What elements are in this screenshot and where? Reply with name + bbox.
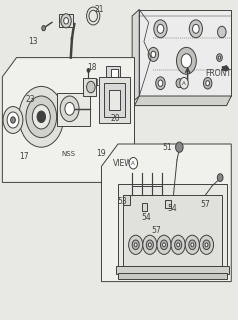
Text: 18: 18 <box>87 63 97 72</box>
Circle shape <box>129 157 138 169</box>
Bar <box>57 93 90 126</box>
Circle shape <box>146 240 153 250</box>
Bar <box>99 77 130 123</box>
Circle shape <box>176 79 183 88</box>
Bar <box>116 266 229 274</box>
Bar <box>142 203 148 211</box>
Circle shape <box>157 24 164 33</box>
Circle shape <box>157 235 171 254</box>
Circle shape <box>143 235 157 254</box>
Bar <box>111 69 118 77</box>
Circle shape <box>7 112 19 128</box>
Polygon shape <box>222 66 229 71</box>
Bar <box>118 273 227 279</box>
Circle shape <box>154 20 167 38</box>
Circle shape <box>26 96 57 138</box>
Circle shape <box>3 107 23 133</box>
Bar <box>109 90 120 110</box>
Bar <box>165 200 171 208</box>
Circle shape <box>171 235 185 254</box>
Circle shape <box>193 24 199 33</box>
Circle shape <box>205 243 208 247</box>
Circle shape <box>217 54 222 61</box>
Text: 13: 13 <box>28 37 38 46</box>
Circle shape <box>61 14 71 28</box>
Circle shape <box>177 243 180 247</box>
Circle shape <box>87 81 95 93</box>
Text: 23: 23 <box>26 95 35 104</box>
Text: 21: 21 <box>94 5 104 14</box>
Circle shape <box>19 86 64 147</box>
Bar <box>83 78 96 96</box>
Text: NSS: NSS <box>61 151 75 156</box>
Bar <box>59 14 73 27</box>
Circle shape <box>65 102 74 115</box>
Bar <box>123 195 222 266</box>
Circle shape <box>151 51 156 58</box>
Circle shape <box>42 26 45 31</box>
Text: 53: 53 <box>118 197 128 206</box>
Circle shape <box>134 243 137 247</box>
Circle shape <box>149 243 151 247</box>
Circle shape <box>199 235 213 254</box>
Text: 57: 57 <box>151 226 161 235</box>
Circle shape <box>177 47 196 74</box>
Text: 1: 1 <box>94 79 99 88</box>
Text: 54: 54 <box>167 204 177 212</box>
Circle shape <box>180 77 188 89</box>
Text: VIEW: VIEW <box>113 159 133 168</box>
Circle shape <box>37 111 45 123</box>
Text: 54: 54 <box>141 213 151 222</box>
Circle shape <box>60 96 79 122</box>
Circle shape <box>203 77 212 89</box>
Polygon shape <box>139 10 231 96</box>
Circle shape <box>87 68 90 72</box>
Text: 51: 51 <box>163 143 172 152</box>
Circle shape <box>64 18 69 24</box>
Bar <box>106 66 120 77</box>
Circle shape <box>185 235 199 254</box>
Circle shape <box>156 77 165 90</box>
Circle shape <box>191 243 194 247</box>
Polygon shape <box>2 58 134 182</box>
Polygon shape <box>132 10 139 102</box>
Text: 19: 19 <box>97 149 106 158</box>
Circle shape <box>176 142 183 152</box>
Circle shape <box>148 47 159 61</box>
Circle shape <box>181 54 192 68</box>
Text: 17: 17 <box>19 152 28 161</box>
Circle shape <box>217 174 223 181</box>
Circle shape <box>158 80 163 86</box>
Text: FRONT: FRONT <box>205 69 231 78</box>
Circle shape <box>11 117 15 123</box>
Text: A: A <box>182 81 186 86</box>
Circle shape <box>218 26 226 38</box>
Bar <box>104 83 125 117</box>
Circle shape <box>129 235 143 254</box>
Circle shape <box>189 240 196 250</box>
Bar <box>118 184 227 270</box>
Text: A: A <box>131 161 135 166</box>
Circle shape <box>160 240 168 250</box>
Text: 20: 20 <box>111 114 120 123</box>
Polygon shape <box>134 96 231 106</box>
Circle shape <box>218 56 221 59</box>
Circle shape <box>175 240 182 250</box>
Polygon shape <box>101 144 231 282</box>
Circle shape <box>132 240 139 250</box>
Circle shape <box>203 240 210 250</box>
Bar <box>123 195 130 205</box>
Circle shape <box>32 105 50 129</box>
Text: 57: 57 <box>200 200 210 209</box>
Circle shape <box>206 81 209 86</box>
Circle shape <box>189 20 203 38</box>
Circle shape <box>163 243 165 247</box>
